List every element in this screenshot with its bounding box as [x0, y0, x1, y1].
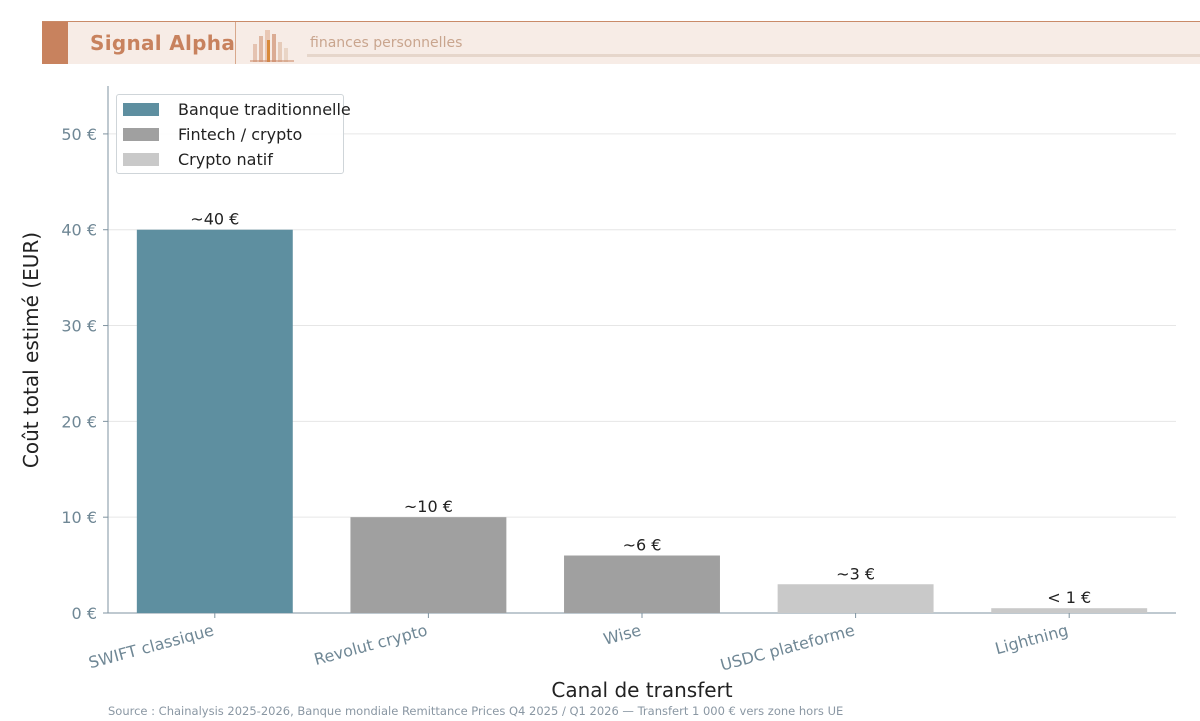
bar — [564, 555, 720, 613]
bars — [136, 229, 1148, 613]
x-tick-label: USDC plateforme — [718, 621, 856, 675]
y-tick-label: 20 € — [61, 412, 97, 431]
legend-item-fintech: Fintech / crypto — [123, 123, 302, 145]
y-axis-title: Coût total estimé (EUR) — [19, 232, 43, 468]
y-ticks: 0 € 10 € 20 € 30 € 40 € 50 € — [61, 125, 108, 623]
legend-swatch — [123, 152, 159, 166]
x-ticks: SWIFT classique Revolut crypto Wise USDC pl… — [87, 613, 1070, 675]
data-label: ~40 € — [190, 210, 239, 229]
bar — [136, 229, 293, 613]
y-tick-label: 0 € — [72, 604, 97, 623]
header-divider — [235, 22, 236, 64]
source-note: Source : Chainalysis 2025-2026, Banque m… — [108, 704, 844, 718]
data-label: ~10 € — [404, 497, 453, 516]
bar-chart-logo-icon — [250, 30, 294, 62]
data-label: ~6 € — [623, 536, 662, 555]
x-tick-label: Wise — [601, 621, 643, 649]
header-accent-block — [42, 22, 68, 64]
x-tick-label: SWIFT classique — [87, 621, 216, 673]
y-tick-label: 10 € — [61, 508, 97, 527]
bar — [777, 584, 934, 613]
data-label: ~3 € — [836, 564, 875, 583]
y-tick-label: 30 € — [61, 317, 97, 336]
legend-item-crypto-natif: Crypto natif — [123, 148, 273, 170]
tagline-rule — [307, 54, 1200, 57]
data-label: < 1 € — [1047, 588, 1091, 607]
legend-swatch — [123, 102, 159, 116]
data-labels: ~40 € ~10 € ~6 € ~3 € < 1 € — [190, 210, 1091, 607]
brand-title[interactable]: Signal Alpha — [90, 31, 236, 55]
bar — [991, 608, 1148, 613]
legend-swatch — [123, 127, 159, 141]
site-header: Signal Alpha finances personnelles — [42, 21, 1200, 64]
legend-label: Fintech / crypto — [178, 124, 303, 144]
x-axis-title: Canal de transfert — [551, 678, 732, 702]
legend-label: Crypto natif — [178, 149, 273, 169]
tagline: finances personnelles — [310, 35, 463, 51]
x-tick-label: Lightning — [993, 621, 1070, 659]
y-tick-label: 40 € — [61, 221, 97, 240]
chart-legend: Banque traditionnelle Fintech / crypto C… — [116, 94, 351, 174]
legend-label: Banque traditionnelle — [178, 99, 351, 119]
bar — [350, 517, 507, 613]
y-tick-label: 50 € — [61, 125, 97, 144]
legend-item-banque: Banque traditionnelle — [123, 98, 351, 120]
x-tick-label: Revolut crypto — [312, 621, 429, 670]
